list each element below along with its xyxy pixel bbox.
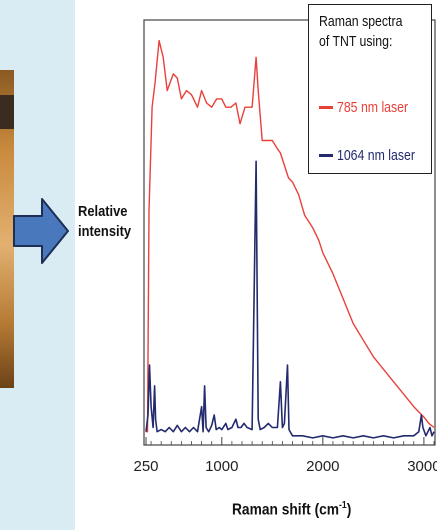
right-arrow-icon: [13, 198, 69, 264]
x-tick-label: 2000: [306, 458, 339, 475]
x-axis-label: Raman shift (cm-1): [232, 500, 351, 519]
legend-title-line1: Raman spectra: [319, 13, 403, 30]
plot-frame: [143, 19, 436, 446]
legend: Raman spectra of TNT using: 785 nm laser…: [308, 4, 432, 174]
y-axis-label-line1: Relative: [78, 203, 128, 220]
y-axis-label-line2: intensity: [78, 223, 132, 240]
legend-swatch-785: [319, 105, 333, 109]
legend-item-785: 785 nm laser: [319, 97, 424, 117]
x-tick-label: 250: [133, 458, 158, 475]
side-photo-dark-patch: [0, 95, 14, 129]
y-axis-label: Relative intensity: [78, 202, 131, 242]
legend-item-1064: 1064 nm laser: [319, 145, 432, 165]
x-axis-label-close: ): [346, 501, 352, 519]
series-1064nm-line: [145, 160, 435, 439]
legend-title-line2: of TNT using:: [319, 33, 393, 50]
legend-label-785: 785 nm laser: [337, 98, 409, 116]
x-axis-label-sup: -1: [339, 500, 347, 511]
x-tick-label: 3000: [407, 458, 437, 475]
legend-label-1064: 1064 nm laser: [337, 146, 415, 164]
side-photo-fragment: [0, 70, 14, 388]
x-axis-label-text: Raman shift (cm: [232, 501, 340, 519]
x-tick-label: 1000: [205, 458, 238, 475]
series-785nm-line: [146, 39, 435, 433]
legend-swatch-1064: [319, 153, 333, 157]
legend-title: Raman spectra of TNT using:: [319, 12, 402, 52]
